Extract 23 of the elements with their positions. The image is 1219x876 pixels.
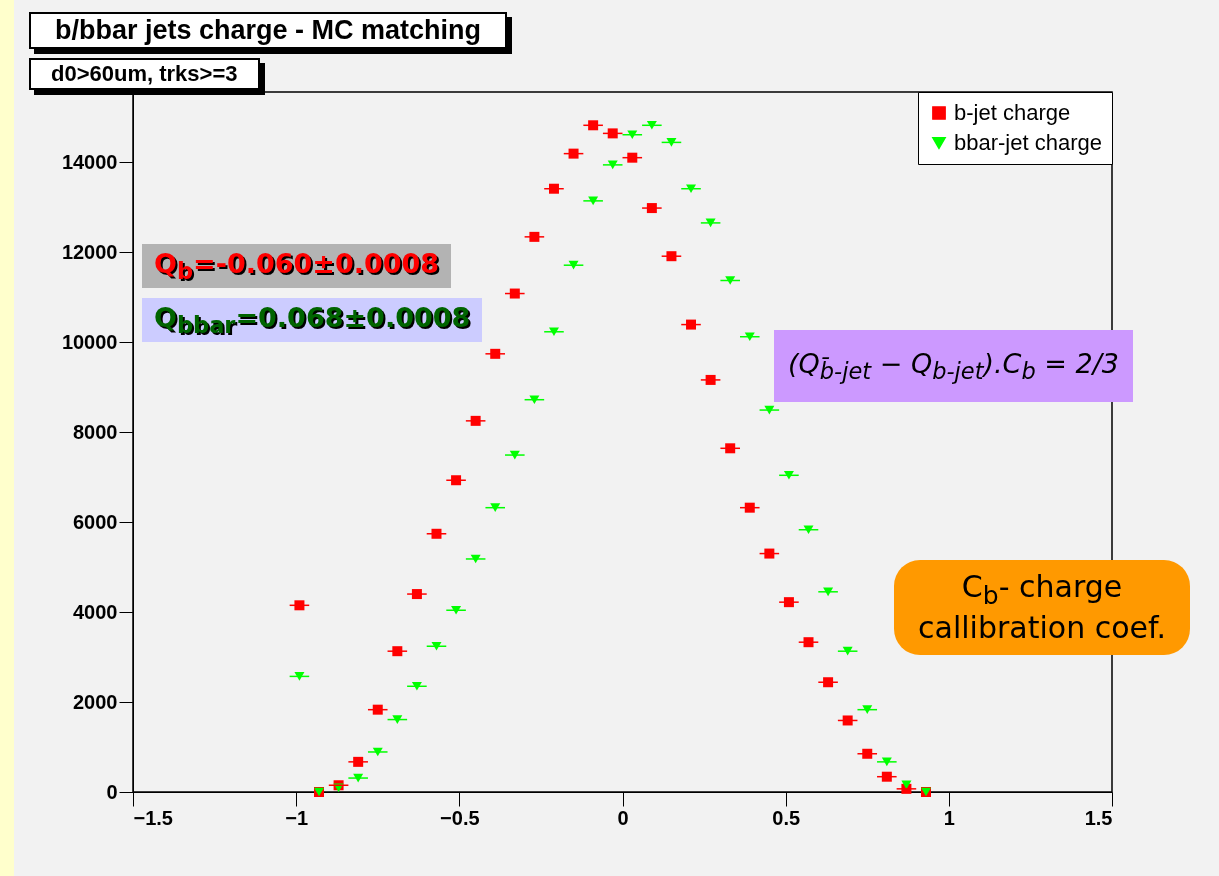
- y-tick-label: 14000: [61, 150, 118, 173]
- y-tick-label: 6000: [73, 510, 118, 533]
- annotation: Q$_{b}$=-0.060±0.0008: [142, 244, 452, 289]
- y-tick-label: 2000: [73, 690, 118, 713]
- annotation: Q$_{bbar}$=0.068±0.0008: [142, 298, 483, 343]
- y-tick-label: 10000: [61, 330, 118, 353]
- y-tick-label: 0: [106, 780, 118, 803]
- chart-subtitle: d0>60um, trks>=3: [29, 58, 260, 90]
- x-tick-label: −1: [285, 806, 309, 829]
- x-tick-label: −1.5: [133, 806, 173, 829]
- x-tick-label: 1.5: [1084, 806, 1113, 829]
- legend-label: bbar-jet charge: [954, 130, 1102, 155]
- chart-title: b/bbar jets charge - MC matching: [29, 12, 508, 49]
- y-tick-label: 8000: [73, 420, 118, 443]
- y-tick-label: 4000: [73, 600, 118, 623]
- x-tick-label: 0.5: [772, 806, 801, 829]
- annotation: (Q$_{b̄-jet}$ − Q$_{b-jet}$).C$_{b}$ = 2/3: [774, 330, 1134, 403]
- y-tick-label: 12000: [61, 240, 118, 263]
- legend-label: b-jet charge: [954, 100, 1071, 125]
- x-tick-label: 1: [943, 806, 955, 829]
- x-tick-label: −0.5: [440, 806, 480, 829]
- x-tick-label: 0: [617, 806, 629, 829]
- annotation: C$_{b}$- charge callibration coef.: [894, 560, 1190, 656]
